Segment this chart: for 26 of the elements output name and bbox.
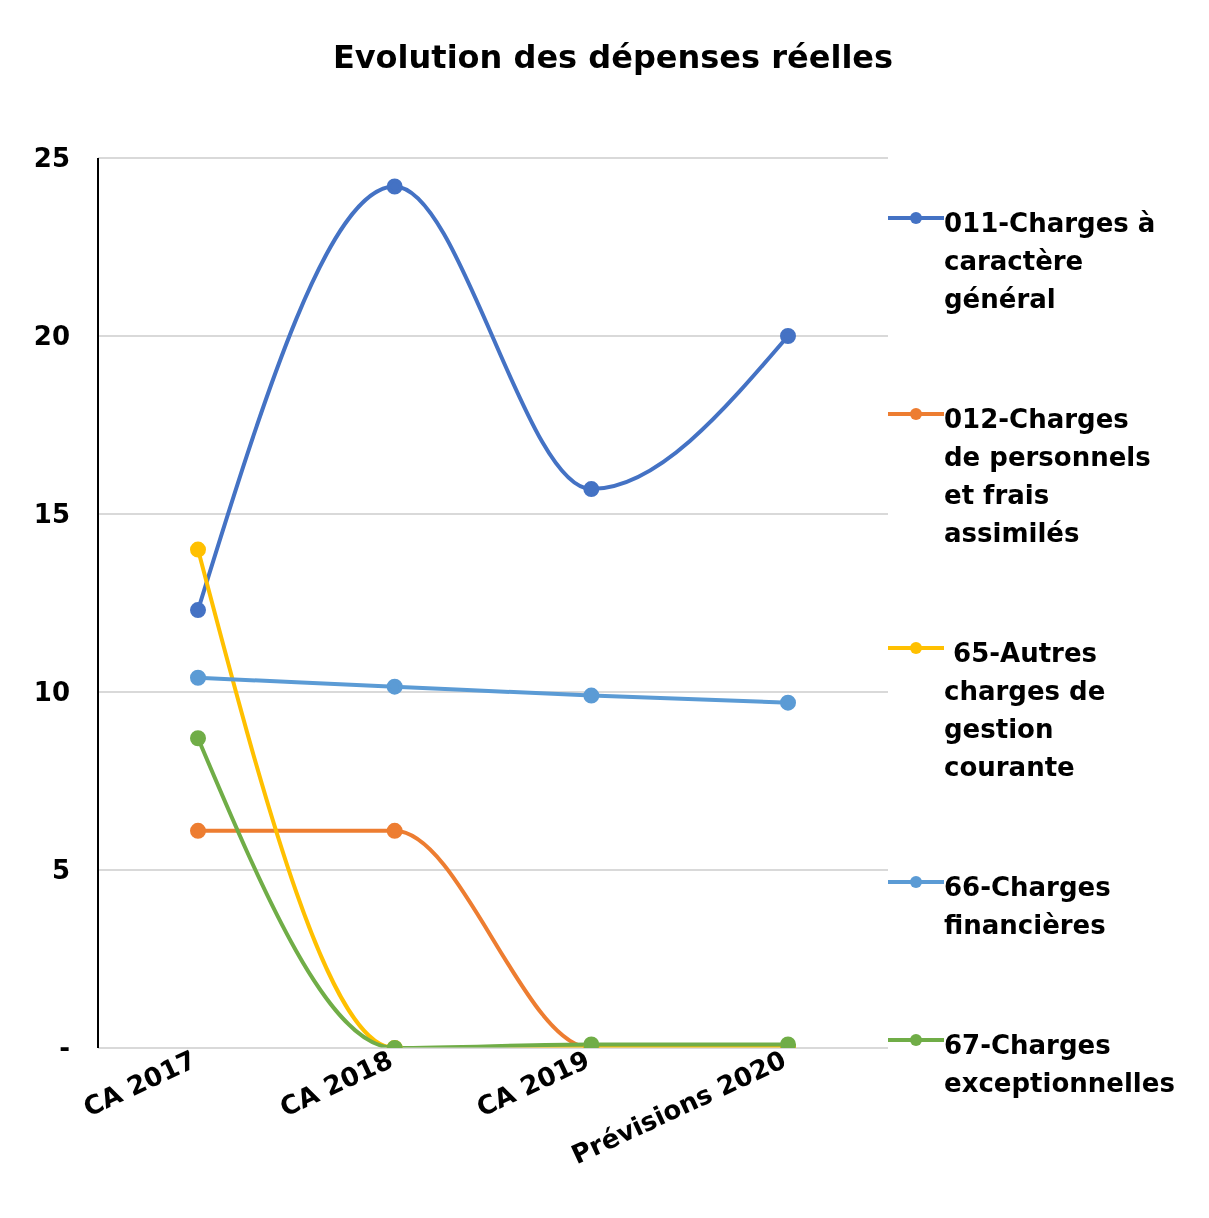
y-tick-label: 20 xyxy=(33,321,70,352)
point xyxy=(780,1036,796,1048)
y-tick-label: 5 xyxy=(51,855,70,886)
point xyxy=(386,678,403,695)
point xyxy=(780,328,796,344)
point xyxy=(190,541,206,558)
point xyxy=(190,730,206,747)
legend-label: 66-Charges financières xyxy=(944,871,1112,942)
point xyxy=(583,1036,600,1048)
legend-label: 65-Autres charges de gestion courante xyxy=(944,637,1107,784)
point xyxy=(190,602,206,619)
legend-label: 67-Charges exceptionnelles xyxy=(944,1029,1175,1100)
point xyxy=(190,822,206,839)
legend-label: 011-Charges à caractère général xyxy=(944,207,1157,316)
legend-label: 012-Charges de personnels et frais assimilés xyxy=(944,403,1152,550)
y-tick-label: 15 xyxy=(33,499,70,530)
point xyxy=(190,669,206,686)
y-tick-label: 25 xyxy=(33,143,70,174)
chart-title: Evolution des dépenses réelles xyxy=(331,37,895,78)
point xyxy=(386,822,403,839)
point xyxy=(583,687,600,704)
point xyxy=(583,481,600,498)
y-tick-label: 10 xyxy=(33,677,70,708)
point xyxy=(386,178,403,195)
point xyxy=(780,694,796,711)
y-tick-label: - xyxy=(59,1033,70,1064)
